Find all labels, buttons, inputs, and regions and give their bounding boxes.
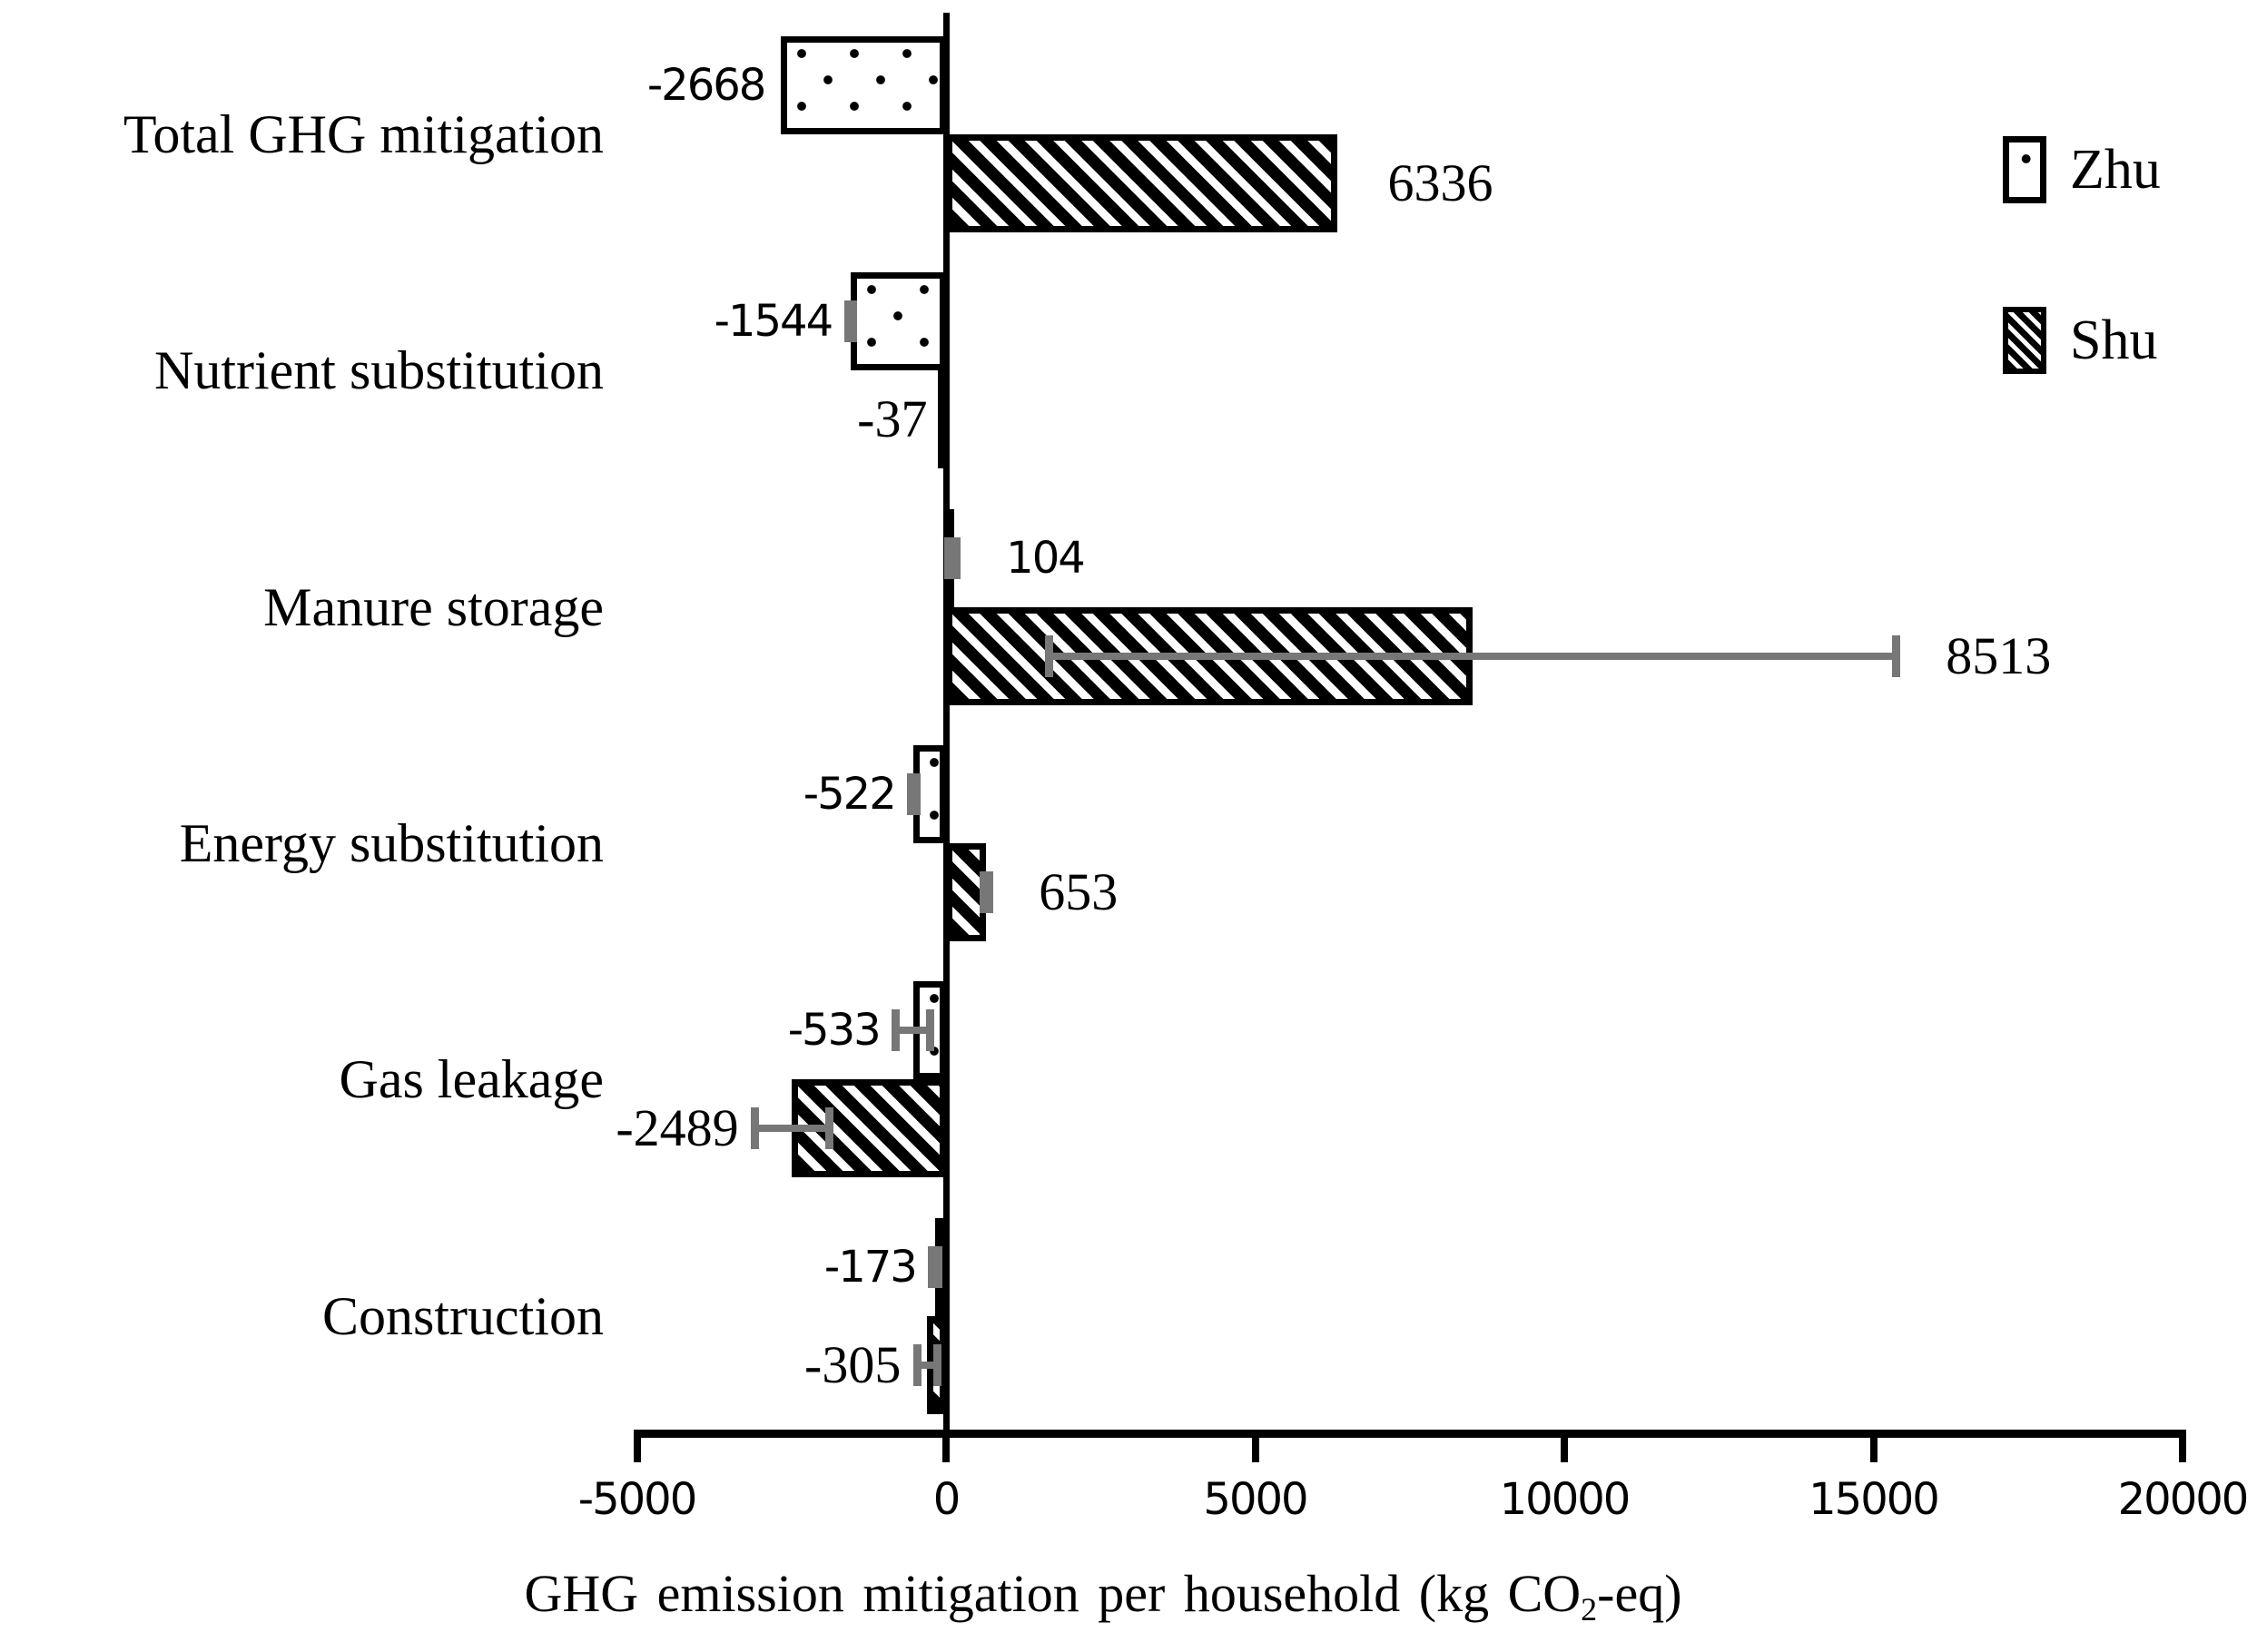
x-axis-title-subscript: 2 bbox=[1581, 1591, 1598, 1628]
x-axis-tick-15000 bbox=[1869, 1438, 1878, 1462]
x-axis-tick-10000 bbox=[1561, 1438, 1568, 1462]
x-axis-tick-0 bbox=[942, 1438, 950, 1462]
value-label-zhu-nutrient-substitution: -1544 bbox=[714, 296, 833, 348]
error-bar-shu-construction-right-cap bbox=[932, 1343, 941, 1386]
category-label-construction: Construction bbox=[322, 1285, 604, 1346]
error-bar-zhu-construction-right-cap bbox=[934, 1245, 943, 1288]
category-label-nutrient-substitution: Nutrient substitution bbox=[154, 340, 604, 401]
x-axis-title-text-end: -eq) bbox=[1597, 1564, 1682, 1623]
x-axis-tick-20000 bbox=[2179, 1438, 2186, 1462]
value-label-zhu-energy-substitution: -522 bbox=[803, 768, 897, 820]
x-axis-line bbox=[633, 1430, 2186, 1438]
error-bar-shu-gas-leakage-right-cap bbox=[824, 1107, 833, 1150]
y-axis-line bbox=[942, 13, 950, 1454]
x-axis-title: GHG emission mitigation per household (k… bbox=[386, 1563, 1820, 1628]
bar-zhu-total-ghg-mitigation bbox=[781, 36, 946, 134]
value-label-shu-energy-substitution: 653 bbox=[1039, 861, 1119, 921]
error-bar-shu-construction bbox=[917, 1361, 938, 1369]
bar-zhu-nutrient-substitution bbox=[850, 272, 946, 371]
x-axis-tick-label-0: 0 bbox=[932, 1474, 961, 1525]
error-bar-zhu-gas-leakage bbox=[895, 1027, 931, 1035]
value-label-shu-construction: -305 bbox=[804, 1334, 902, 1394]
x-axis-tick-label-20000: 20000 bbox=[2117, 1474, 2250, 1525]
error-bar-shu-manure-storage-right-cap bbox=[1891, 634, 1900, 677]
value-label-zhu-gas-leakage: -533 bbox=[787, 1005, 882, 1057]
value-label-zhu-total-ghg-mitigation: -2668 bbox=[646, 60, 766, 111]
error-bar-zhu-nutrient-substitution-left-cap bbox=[843, 300, 853, 343]
error-bar-shu-manure-storage bbox=[1049, 652, 1897, 660]
error-bar-zhu-energy-substitution-right-cap bbox=[912, 772, 921, 815]
value-label-zhu-construction: -173 bbox=[823, 1241, 918, 1293]
legend-swatch-zhu-icon bbox=[2003, 136, 2046, 203]
value-label-shu-total-ghg-mitigation: 6336 bbox=[1387, 153, 1493, 212]
category-label-gas-leakage: Gas leakage bbox=[339, 1049, 604, 1110]
error-bar-shu-energy-substitution-left-cap bbox=[980, 870, 989, 913]
error-bar-zhu-nutrient-substitution-right-cap bbox=[849, 300, 858, 343]
category-label-energy-substitution: Energy substitution bbox=[179, 813, 604, 874]
value-label-zhu-manure-storage: 104 bbox=[1006, 532, 1086, 584]
x-axis-title-text: GHG emission mitigation per household (k… bbox=[524, 1564, 1582, 1623]
error-bar-zhu-energy-substitution-left-cap bbox=[907, 772, 916, 815]
x-axis-tick-label-10000: 10000 bbox=[1499, 1474, 1631, 1525]
legend-swatch-shu-icon bbox=[2003, 307, 2046, 374]
value-label-shu-gas-leakage: -2489 bbox=[616, 1098, 739, 1158]
x-axis-tick-label--5000: -5000 bbox=[577, 1474, 697, 1525]
x-axis-tick--5000 bbox=[633, 1438, 641, 1462]
legend-label-zhu: Zhu bbox=[2070, 139, 2161, 201]
error-bar-zhu-manure-storage-left-cap bbox=[944, 536, 953, 579]
error-bar-zhu-gas-leakage-left-cap bbox=[892, 1009, 901, 1052]
legend-label-shu: Shu bbox=[2070, 310, 2158, 371]
legend-item-shu: Shu bbox=[2003, 307, 2157, 374]
bar-shu-total-ghg-mitigation bbox=[946, 134, 1338, 232]
error-bar-shu-energy-substitution-right-cap bbox=[984, 870, 993, 913]
x-axis-tick-5000 bbox=[1251, 1438, 1259, 1462]
error-bar-shu-gas-leakage-left-cap bbox=[751, 1107, 760, 1150]
x-axis-tick-label-5000: 5000 bbox=[1203, 1474, 1308, 1525]
category-label-total-ghg-mitigation: Total GHG mitigation bbox=[123, 104, 604, 165]
category-label-manure-storage: Manure storage bbox=[263, 576, 604, 637]
legend-item-zhu: Zhu bbox=[2003, 136, 2161, 203]
error-bar-zhu-manure-storage-right-cap bbox=[951, 536, 961, 579]
error-bar-shu-construction-left-cap bbox=[912, 1343, 922, 1386]
value-label-shu-manure-storage: 8513 bbox=[1946, 625, 2052, 685]
error-bar-zhu-construction-left-cap bbox=[928, 1245, 937, 1288]
error-bar-shu-manure-storage-left-cap bbox=[1044, 634, 1053, 677]
value-label-shu-nutrient-substitution: -37 bbox=[857, 389, 928, 449]
error-bar-shu-gas-leakage bbox=[754, 1125, 830, 1133]
bar-shu-nutrient-substitution bbox=[938, 370, 946, 469]
x-axis-tick-label-15000: 15000 bbox=[1809, 1474, 1940, 1525]
error-bar-zhu-gas-leakage-right-cap bbox=[926, 1009, 935, 1052]
